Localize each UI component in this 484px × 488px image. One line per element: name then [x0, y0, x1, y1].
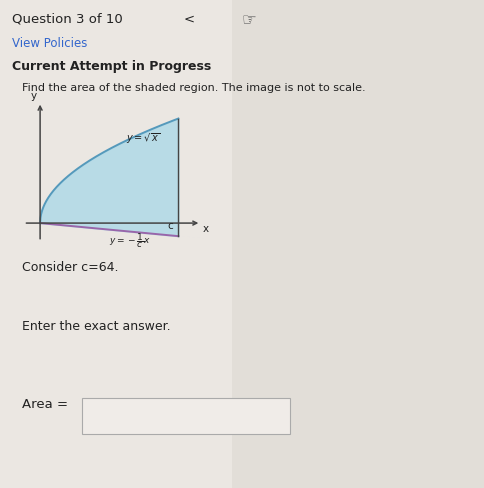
Text: Question 3 of 10: Question 3 of 10 — [12, 12, 123, 25]
Text: View Policies: View Policies — [12, 37, 88, 50]
Text: x: x — [202, 224, 209, 234]
Text: Area =: Area = — [22, 398, 68, 411]
FancyBboxPatch shape — [82, 398, 290, 434]
Text: Find the area of the shaded region. The image is not to scale.: Find the area of the shaded region. The … — [22, 83, 365, 93]
Text: ☞: ☞ — [242, 11, 257, 29]
Text: y: y — [31, 91, 37, 101]
Text: $y = -\dfrac{1}{c}x$: $y = -\dfrac{1}{c}x$ — [109, 231, 151, 250]
Text: Current Attempt in Progress: Current Attempt in Progress — [12, 60, 212, 73]
Text: c: c — [167, 222, 173, 231]
Text: $y = \sqrt{x}$: $y = \sqrt{x}$ — [126, 131, 160, 145]
Text: Consider c=64.: Consider c=64. — [22, 261, 118, 274]
Text: <: < — [184, 12, 195, 25]
Text: Enter the exact answer.: Enter the exact answer. — [22, 320, 170, 333]
Bar — [232, 0, 484, 488]
